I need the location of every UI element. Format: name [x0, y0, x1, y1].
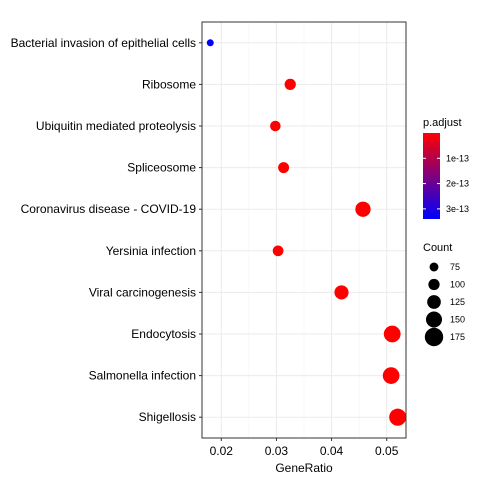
size-legend-dot [424, 327, 444, 347]
x-tick-label: 0.04 [320, 444, 344, 458]
size-legend-label: 75 [450, 262, 460, 272]
size-legend-label: 150 [450, 315, 465, 325]
x-tick-label: 0.03 [265, 444, 289, 458]
data-point [382, 367, 400, 384]
data-points [206, 39, 407, 426]
x-tick-label: 0.02 [210, 444, 234, 458]
color-legend-bar [423, 133, 440, 219]
y-axis: Bacterial invasion of epithelial cells Ri… [11, 36, 202, 424]
color-legend-title: p.adjust [423, 117, 462, 129]
y-tick-label: Endocytosis [131, 327, 196, 341]
color-legend-tick-label: 2e-13 [446, 179, 469, 189]
y-tick-label: Spliceosome [127, 161, 196, 175]
size-legend-dot [428, 278, 440, 291]
y-tick-label: Ribosome [142, 77, 196, 91]
y-tick-label: Coronavirus disease - COVID-19 [21, 202, 197, 216]
data-point [389, 408, 407, 426]
size-legend-label: 175 [450, 332, 465, 342]
data-point [334, 285, 349, 300]
data-point [270, 120, 281, 132]
panel-border [201, 21, 407, 439]
size-legend-dot [425, 311, 443, 328]
x-axis-title: GeneRatio [275, 461, 333, 475]
data-point [278, 162, 290, 174]
size-legend-items: 75 100 125 150 175 [424, 262, 465, 347]
y-tick-label: Salmonella infection [89, 369, 196, 383]
color-legend: p.adjust 1e-13 2e-13 3e-13 [423, 117, 469, 219]
data-point [284, 78, 296, 91]
y-tick-label: Viral carcinogenesis [89, 285, 196, 299]
data-point [272, 245, 284, 257]
y-tick-label: Bacterial invasion of epithelial cells [11, 36, 196, 50]
x-axis: 0.02 0.03 0.04 0.05 [210, 438, 399, 458]
y-tick-label: Shigellosis [139, 410, 196, 424]
x-tick-label: 0.05 [375, 444, 399, 458]
color-legend-tick-label: 3e-13 [446, 204, 469, 214]
size-legend-title: Count [423, 242, 452, 254]
size-legend-dot [429, 262, 439, 272]
size-legend-dot [427, 295, 441, 309]
color-legend-ticks: 1e-13 2e-13 3e-13 [423, 153, 469, 214]
color-legend-tick-label: 1e-13 [446, 153, 469, 163]
size-legend-label: 100 [450, 280, 465, 290]
data-point [355, 201, 371, 217]
data-point [383, 325, 401, 343]
size-legend-label: 125 [450, 297, 465, 307]
data-point [206, 39, 214, 47]
panel-grid [202, 22, 406, 438]
size-legend: Count 75 100 125 150 175 [423, 242, 465, 347]
y-tick-label: Yersinia infection [106, 244, 196, 258]
y-tick-label: Ubiquitin mediated proteolysis [36, 119, 196, 133]
